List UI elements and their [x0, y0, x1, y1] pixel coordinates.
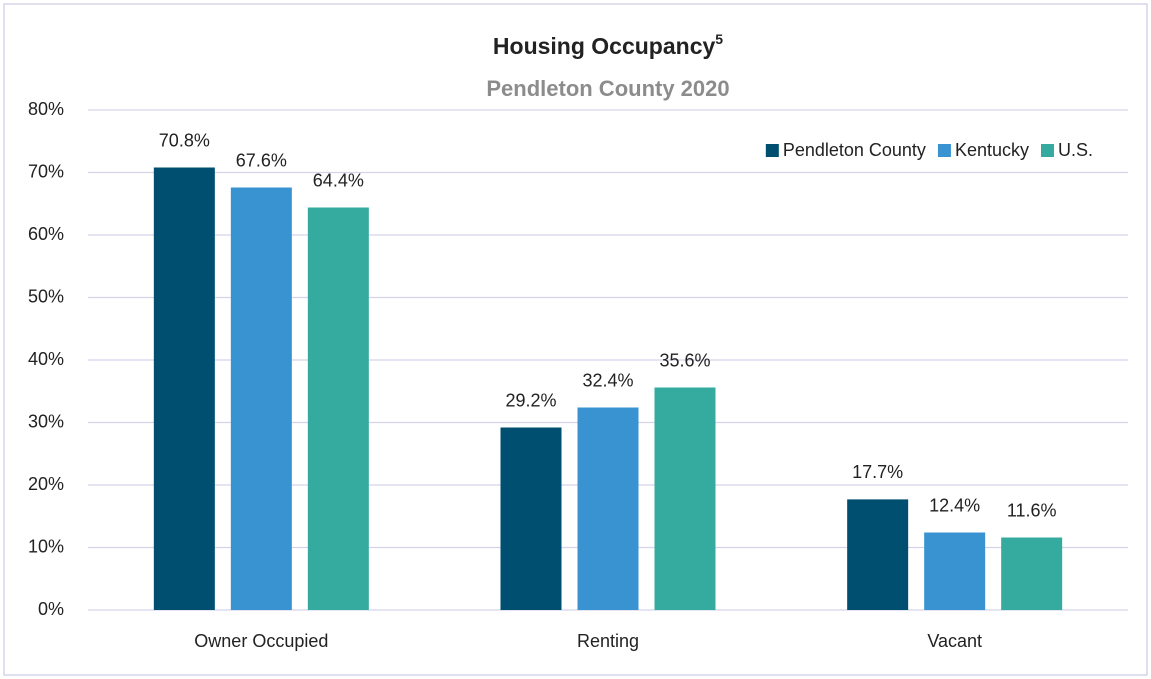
legend-swatch: [1040, 144, 1054, 157]
legend-label: Pendleton County: [783, 140, 926, 160]
chart-subtitle: Pendleton County 2020: [486, 76, 729, 101]
data-label: 12.4%: [929, 495, 980, 515]
title-superscript: 5: [715, 31, 723, 47]
x-tick-label: Renting: [577, 631, 639, 651]
bar: [307, 207, 369, 610]
data-label: 29.2%: [505, 390, 556, 410]
bar: [500, 427, 562, 610]
title-text: Housing Occupancy: [493, 33, 716, 59]
data-label: 11.6%: [1007, 500, 1057, 520]
y-tick-label: 60%: [28, 224, 64, 244]
data-label: 64.4%: [313, 170, 364, 190]
x-tick-label: Owner Occupied: [194, 631, 328, 651]
y-tick-label: 20%: [28, 474, 64, 494]
bar: [654, 387, 716, 610]
y-tick-label: 40%: [28, 349, 64, 369]
bar: [230, 187, 292, 610]
bar: [1001, 537, 1063, 610]
y-tick-label: 70%: [28, 161, 64, 181]
y-tick-label: 30%: [28, 411, 64, 431]
x-tick-label: Vacant: [927, 631, 982, 651]
data-label: 35.6%: [659, 350, 710, 370]
legend-swatch: [937, 144, 951, 157]
data-label: 70.8%: [159, 130, 210, 150]
bar: [153, 167, 215, 610]
legend-label: U.S.: [1058, 140, 1093, 160]
data-label: 32.4%: [582, 370, 633, 390]
chart-title: Housing Occupancy5: [493, 31, 723, 59]
bar: [847, 499, 909, 610]
bar: [577, 407, 639, 610]
data-label: 67.6%: [236, 150, 287, 170]
y-tick-label: 0%: [38, 599, 64, 619]
data-label: 17.7%: [852, 462, 903, 482]
legend-swatch: [765, 144, 779, 157]
y-tick-label: 50%: [28, 286, 64, 306]
legend-label: Kentucky: [955, 140, 1029, 160]
y-tick-label: 80%: [28, 99, 64, 119]
bar: [924, 532, 986, 610]
y-tick-label: 10%: [28, 536, 64, 556]
